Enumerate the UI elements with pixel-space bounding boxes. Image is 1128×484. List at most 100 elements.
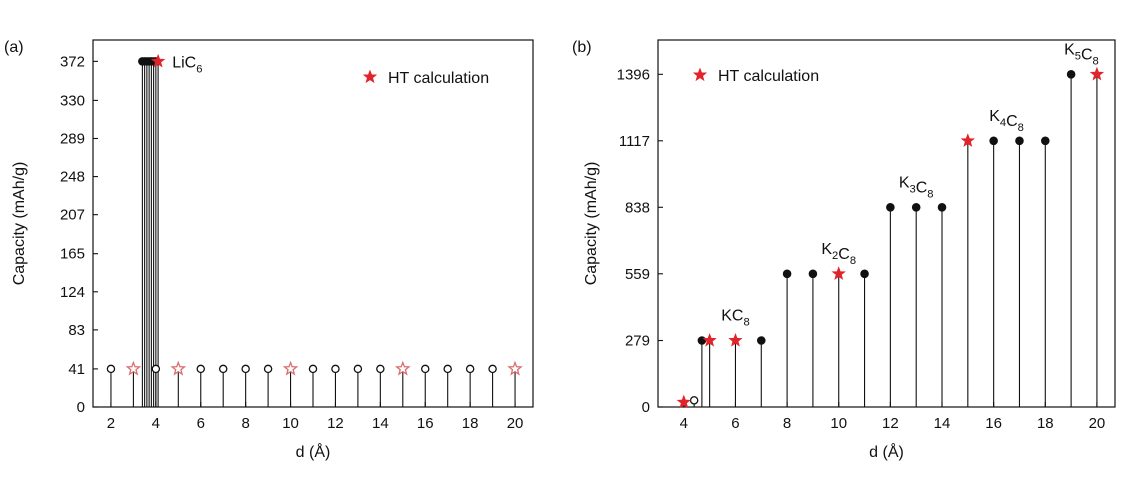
x-tick-label: 6 bbox=[197, 415, 205, 432]
data-point-filled-circle bbox=[1040, 136, 1050, 146]
phase-label: K4C8 bbox=[989, 108, 1024, 134]
data-point-filled-circle bbox=[808, 269, 818, 279]
phase-label-subscript: 4 bbox=[1000, 117, 1006, 129]
y-axis-label: Capacity (mAh/g) bbox=[583, 162, 600, 286]
y-axis-label: Capacity (mAh/g) bbox=[11, 162, 28, 286]
data-point-filled-star bbox=[692, 67, 708, 82]
phase-label-subscript: 6 bbox=[196, 63, 202, 75]
data-point-open-circle bbox=[308, 364, 318, 374]
data-point-filled-star bbox=[960, 133, 975, 147]
y-tick-label: 330 bbox=[60, 92, 85, 109]
x-tick-label: 16 bbox=[417, 415, 434, 432]
phase-label-subscript: 3 bbox=[910, 183, 916, 195]
x-tick-label: 10 bbox=[830, 415, 847, 432]
phase-label: LiC6 bbox=[172, 54, 202, 75]
data-point-filled-circle bbox=[1066, 70, 1076, 79]
data-point-open-star bbox=[394, 360, 411, 376]
y-tick-label: 289 bbox=[60, 130, 85, 147]
phase-label-text: C bbox=[838, 246, 850, 263]
phase-label-text: KC bbox=[721, 308, 743, 325]
x-tick-label: 6 bbox=[731, 415, 739, 432]
x-axis-label: d (Å) bbox=[296, 442, 331, 461]
data-point-open-circle bbox=[420, 364, 430, 374]
x-tick-label: 10 bbox=[282, 415, 299, 432]
x-tick-label: 20 bbox=[1089, 415, 1106, 432]
phase-label-text: K bbox=[899, 174, 910, 191]
data-point-open-circle bbox=[443, 364, 452, 374]
phase-label-subscript: 8 bbox=[743, 317, 749, 329]
phase-label-text: C bbox=[1006, 113, 1018, 130]
x-axis-label: d (Å) bbox=[869, 442, 904, 461]
x-tick-label: 8 bbox=[783, 415, 791, 432]
x-tick-label: 4 bbox=[152, 415, 160, 432]
y-tick-label: 372 bbox=[60, 53, 85, 70]
data-point-open-circle bbox=[353, 364, 363, 374]
data-point-open-star bbox=[170, 360, 187, 376]
x-tick-label: 4 bbox=[680, 415, 688, 432]
data-point-filled-circle bbox=[860, 269, 869, 279]
y-tick-label: 83 bbox=[68, 322, 85, 339]
y-tick-label: 248 bbox=[60, 169, 85, 186]
data-point-open-star bbox=[282, 360, 299, 376]
data-point-open-circle bbox=[241, 364, 250, 374]
x-tick-label: 18 bbox=[1037, 415, 1054, 432]
data-point-open-circle bbox=[151, 364, 161, 374]
y-tick-label: 165 bbox=[60, 246, 85, 263]
data-point-filled-star bbox=[362, 69, 378, 84]
plot-frame bbox=[657, 39, 1116, 408]
phase-label-subscript: 8 bbox=[927, 188, 933, 200]
phase-label-subscript: 8 bbox=[850, 255, 856, 267]
phase-label-subscript: 8 bbox=[1093, 55, 1099, 67]
x-tick-label: 18 bbox=[462, 415, 479, 432]
data-point-filled-star bbox=[728, 332, 743, 347]
data-point-open-star bbox=[125, 360, 142, 376]
data-point-filled-circle bbox=[756, 336, 766, 345]
y-tick-label: 0 bbox=[642, 399, 650, 416]
data-point-filled-star bbox=[702, 332, 717, 347]
data-point-filled-star bbox=[1089, 66, 1105, 81]
plot-frame bbox=[92, 39, 534, 408]
phase-label-text: K bbox=[821, 241, 832, 258]
data-point-open-circle bbox=[218, 364, 228, 374]
data-point-filled-circle bbox=[886, 202, 895, 212]
phase-label-text: LiC bbox=[172, 54, 196, 71]
x-tick-label: 12 bbox=[882, 415, 899, 432]
data-point-open-circle bbox=[196, 364, 206, 374]
data-point-filled-circle bbox=[1015, 136, 1024, 146]
data-point-open-circle bbox=[465, 364, 475, 374]
phase-label-subscript: 5 bbox=[1075, 50, 1081, 62]
data-point-filled-star bbox=[831, 266, 846, 280]
panel-label: (a) bbox=[4, 39, 24, 56]
data-point-filled-star bbox=[676, 394, 691, 409]
data-point-open-star bbox=[507, 360, 523, 376]
phase-label: KC8 bbox=[721, 308, 749, 329]
data-point-open-circle bbox=[376, 364, 385, 374]
data-point-filled-circle bbox=[989, 136, 998, 146]
data-point-open-circle bbox=[689, 396, 699, 405]
x-tick-label: 14 bbox=[372, 415, 389, 432]
y-tick-label: 124 bbox=[60, 284, 85, 301]
y-tick-label: 559 bbox=[625, 266, 650, 283]
legend: HT calculation bbox=[692, 67, 819, 85]
x-tick-label: 20 bbox=[507, 415, 524, 432]
phase-label-subscript: 2 bbox=[832, 250, 838, 262]
y-tick-label: 41 bbox=[68, 361, 85, 378]
data-point-filled-circle bbox=[782, 269, 792, 279]
data-point-open-circle bbox=[106, 364, 116, 374]
legend-label: HT calculation bbox=[388, 70, 489, 87]
data-point-filled-circle bbox=[911, 202, 921, 212]
data-point-filled-star bbox=[150, 53, 166, 68]
phase-label: K5C8 bbox=[1064, 41, 1099, 67]
x-tick-label: 16 bbox=[985, 415, 1002, 432]
phase-label-text: C bbox=[1081, 46, 1093, 63]
legend-label: HT calculation bbox=[718, 68, 819, 85]
y-tick-label: 1117 bbox=[619, 133, 650, 150]
data-point-open-circle bbox=[263, 364, 273, 374]
data-point-open-circle bbox=[488, 364, 497, 374]
x-tick-label: 8 bbox=[241, 415, 249, 432]
phase-label-text: K bbox=[989, 108, 1000, 125]
phase-label: K2C8 bbox=[821, 241, 856, 267]
data-point-filled-circle bbox=[937, 202, 947, 212]
